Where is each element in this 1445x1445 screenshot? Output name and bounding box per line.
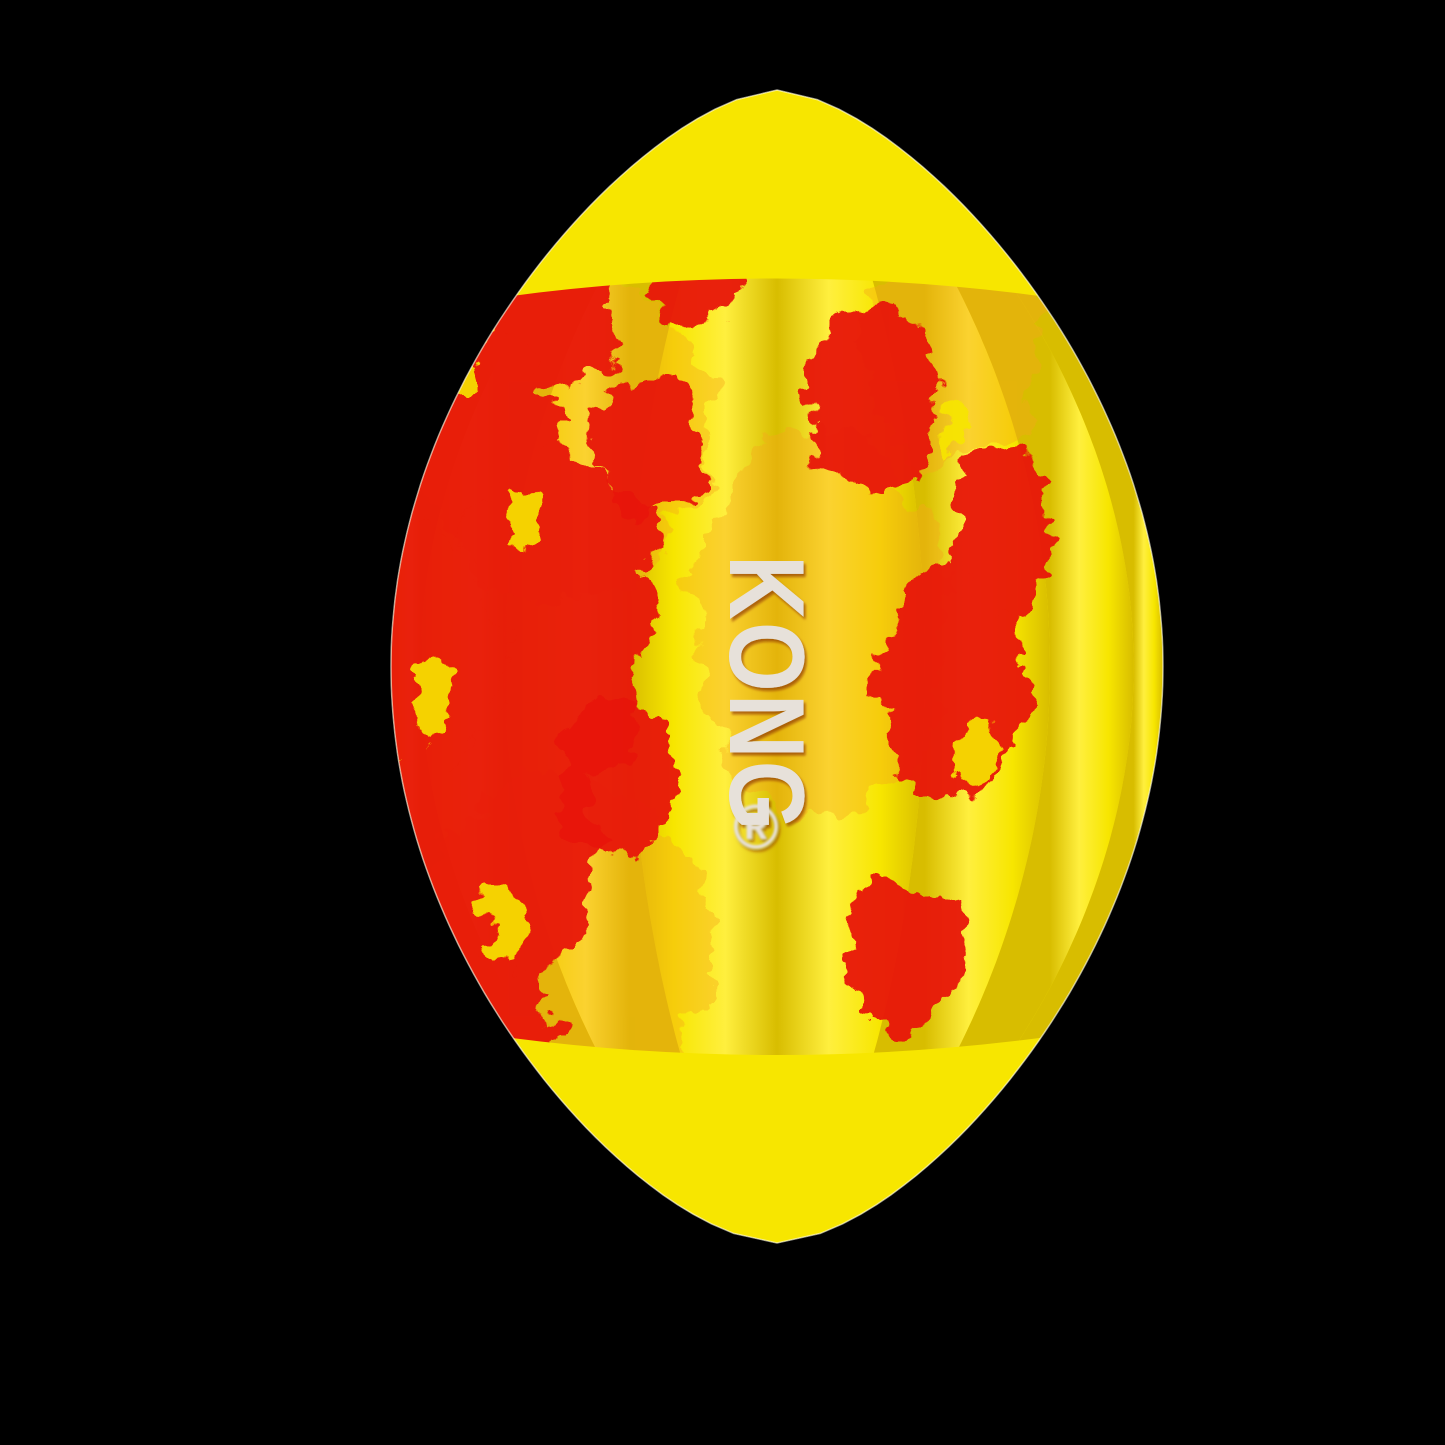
svg-text:KONG: KONG xyxy=(707,555,826,833)
svg-text:®: ® xyxy=(733,793,779,862)
